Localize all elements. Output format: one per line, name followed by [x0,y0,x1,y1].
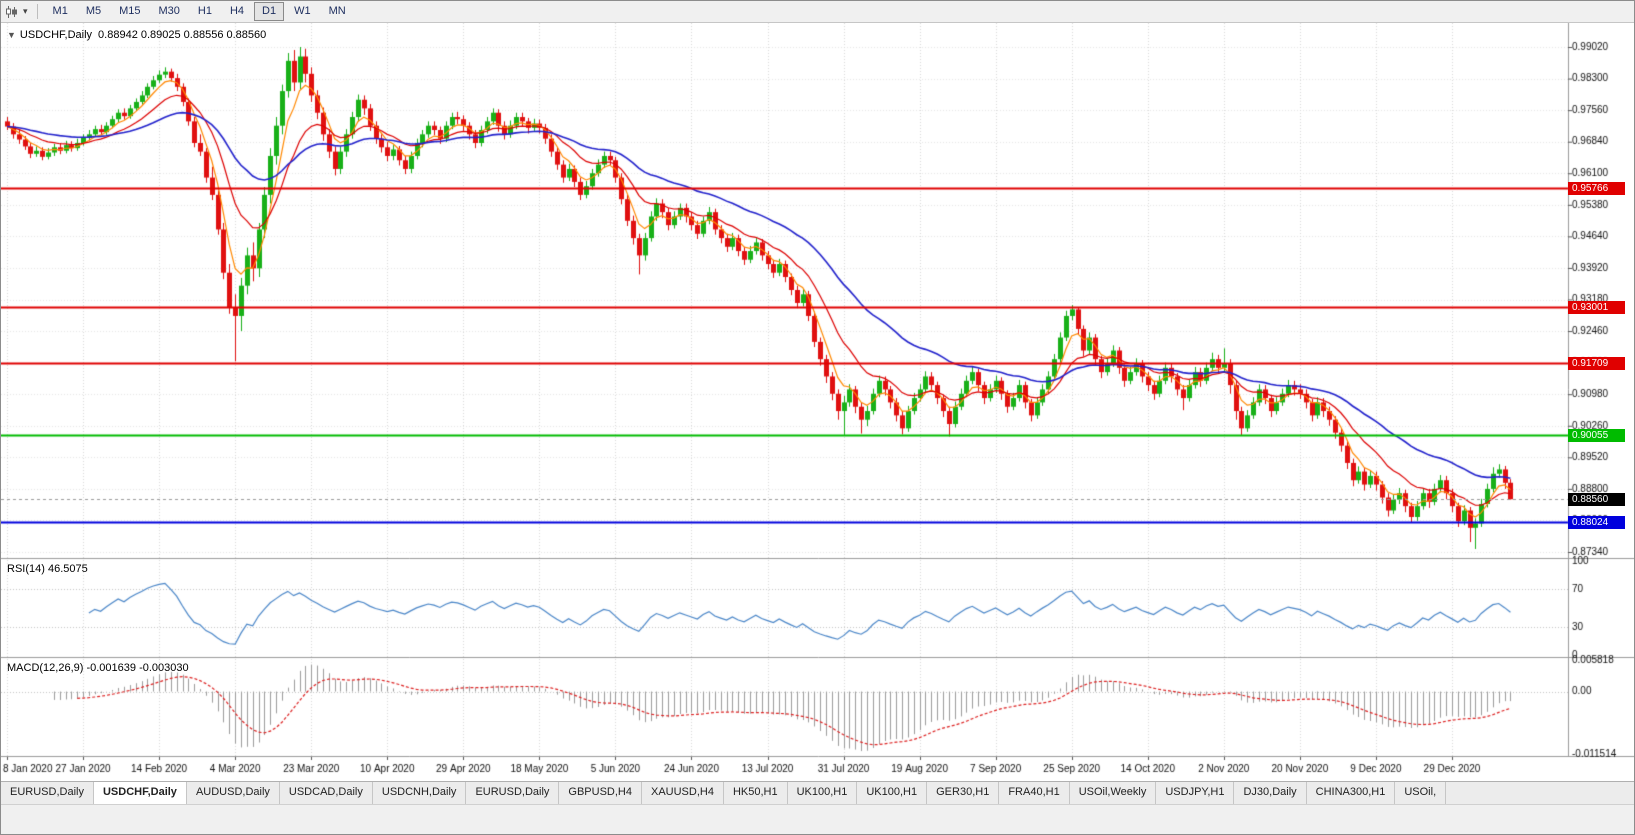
chart-tab-0[interactable]: EURUSD,Daily [1,782,94,804]
toolbar-separator [36,4,38,19]
chart-tab-4[interactable]: USDCNH,Daily [372,782,467,804]
price-level-badge-0.90055: 0.90055 [1568,429,1625,442]
chart-tab-11[interactable]: GER30,H1 [927,782,1000,804]
chart-tab-2[interactable]: AUDUSD,Daily [186,782,280,804]
chart-tab-8[interactable]: HK50,H1 [723,782,788,804]
pane-separator-macd[interactable] [1,655,1634,660]
chart-tab-14[interactable]: USDJPY,H1 [1156,782,1235,804]
price-level-badge-0.93001: 0.93001 [1568,301,1625,314]
rsi-indicator-label: RSI(14) 46.5075 [7,563,88,575]
chart-tab-6[interactable]: GBPUSD,H4 [559,782,642,804]
candlestick-glyph [6,5,17,18]
chart-symbol-period: USDCHF,Daily [19,29,93,41]
timeframe-button-H4[interactable]: H4 [222,2,252,21]
chart-tab-13[interactable]: USOil,Weekly [1069,782,1157,804]
chart-tab-9[interactable]: UK100,H1 [787,782,858,804]
timeframe-button-MN[interactable]: MN [321,2,354,21]
chart-tab-7[interactable]: XAUUSD,H4 [641,782,724,804]
chart-tab-15[interactable]: DJ30,Daily [1234,782,1307,804]
chart-title: ▼ USDCHF,Daily 0.88942 0.89025 0.88556 0.8… [7,29,266,41]
chart-tab-1[interactable]: USDCHF,Daily [93,782,187,804]
chart-tab-16[interactable]: CHINA300,H1 [1306,782,1396,804]
price-level-badge-0.88024: 0.88024 [1568,516,1625,529]
chart-tab-17[interactable]: USOil, [1395,782,1447,804]
chart-ohlc-values: 0.88942 0.89025 0.88556 0.88560 [98,29,267,41]
timeframe-button-W1[interactable]: W1 [286,2,319,21]
timeframe-button-M5[interactable]: M5 [78,2,109,21]
price-level-badge-0.95766: 0.95766 [1568,182,1625,195]
price-level-badge-0.91709: 0.91709 [1568,357,1625,370]
dropdown-caret-icon[interactable]: ▾ [23,6,28,16]
timeframe-button-M15[interactable]: M15 [111,2,148,21]
toolbar: ▾ M1 M5 M15 M30 H1 H4 D1 W1 MN [1,1,1634,23]
chart-tabs-bar: EURUSD,Daily USDCHF,Daily AUDUSD,Daily USDC… [1,781,1634,804]
collapse-chart-icon[interactable]: ▼ [7,30,16,40]
chart-tab-5[interactable]: EURUSD,Daily [466,782,560,804]
timeframe-button-M1[interactable]: M1 [45,2,76,21]
chart-tab-12[interactable]: FRA40,H1 [999,782,1070,804]
main-chart-canvas[interactable] [1,23,1634,781]
chart-tab-10[interactable]: UK100,H1 [857,782,928,804]
current-price-badge: 0.88560 [1568,493,1625,506]
status-area [1,804,1634,834]
timeframe-toolbar: M1 M5 M15 M30 H1 H4 D1 W1 MN [44,2,355,21]
timeframe-button-M30[interactable]: M30 [151,2,188,21]
chart-tool-icon[interactable] [5,5,19,19]
macd-indicator-label: MACD(12,26,9) -0.001639 -0.003030 [7,662,189,674]
chart-area: ▼ USDCHF,Daily 0.88942 0.89025 0.88556 0.8… [1,23,1634,781]
timeframe-button-D1[interactable]: D1 [254,2,285,21]
chart-tab-3[interactable]: USDCAD,Daily [279,782,373,804]
pane-separator-rsi[interactable] [1,556,1634,561]
timeframe-button-H1[interactable]: H1 [190,2,220,21]
